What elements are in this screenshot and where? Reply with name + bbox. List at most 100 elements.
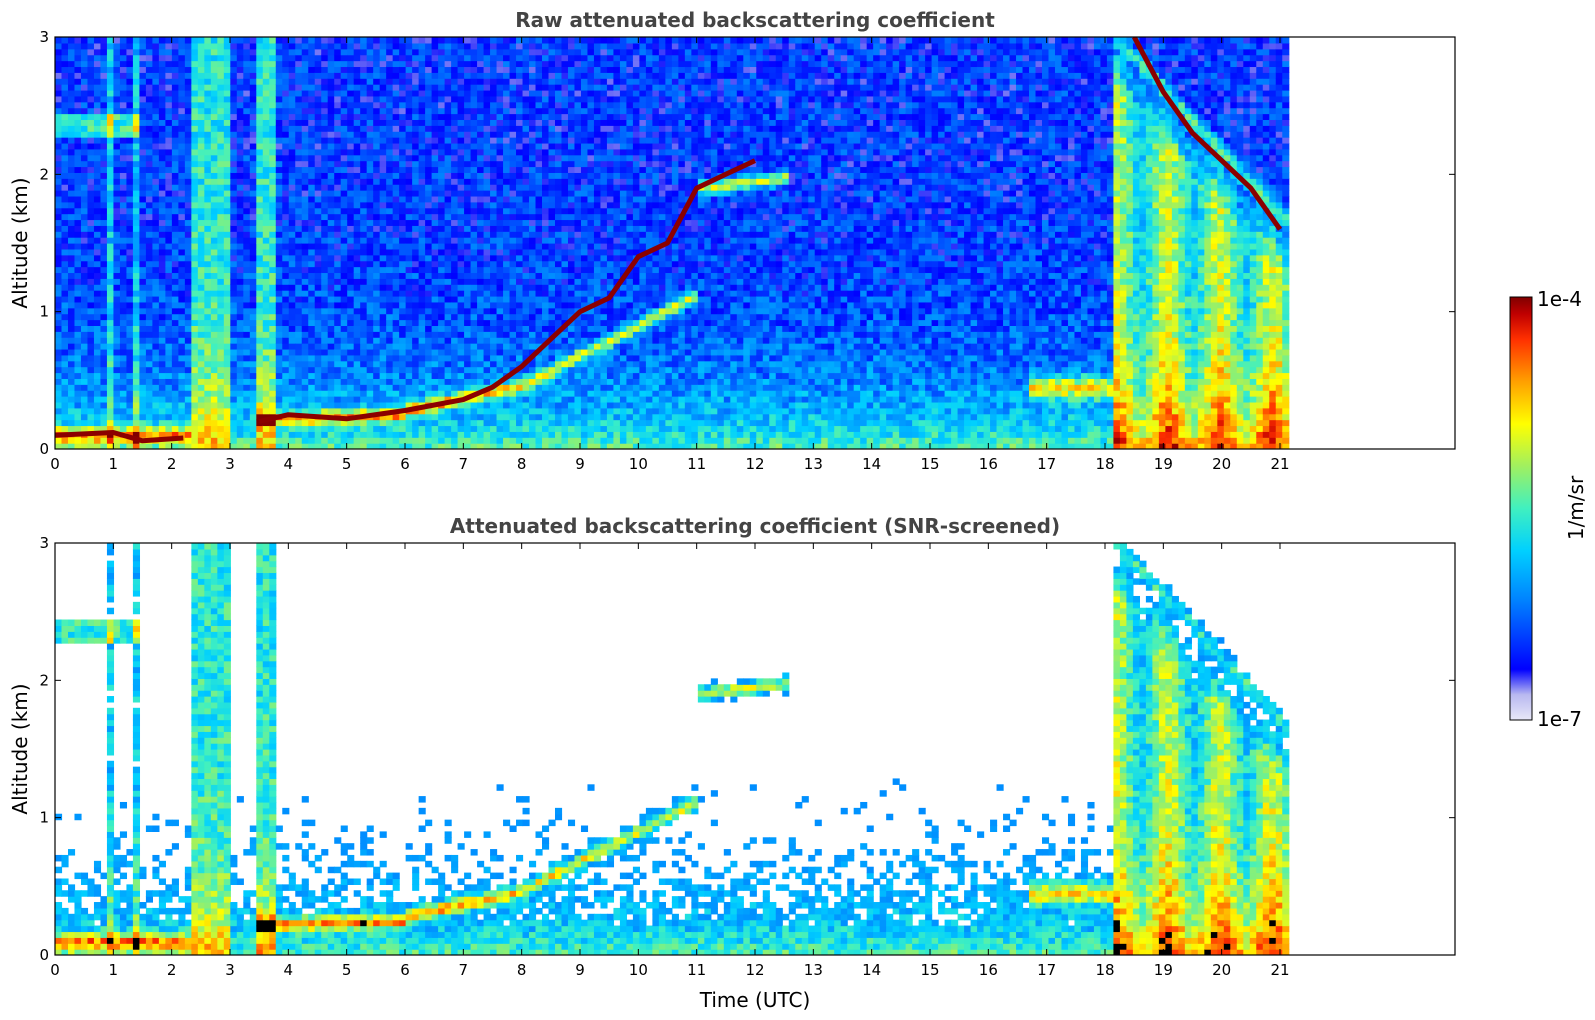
heatmap-cell <box>210 237 218 244</box>
heatmap-cell <box>204 190 212 197</box>
heatmap-cell <box>223 372 231 379</box>
heatmap-cell <box>509 95 517 103</box>
heatmap-cell <box>321 95 329 103</box>
heatmap-cell <box>301 307 309 315</box>
heatmap-cell <box>178 325 186 332</box>
heatmap-cell <box>412 237 420 244</box>
heatmap-cell <box>347 437 355 444</box>
heatmap-cell <box>438 125 446 132</box>
heatmap-cell <box>236 178 244 185</box>
heatmap-cell <box>490 237 498 244</box>
heatmap-cell <box>80 54 89 62</box>
heatmap-cell <box>347 319 355 326</box>
heatmap-cell <box>353 260 361 268</box>
heatmap-cell <box>119 248 128 256</box>
heatmap-cell <box>431 184 439 191</box>
heatmap-cell <box>178 166 186 173</box>
heatmap-cell <box>119 231 128 238</box>
heatmap-cell <box>353 166 361 173</box>
heatmap-cell <box>425 101 433 109</box>
heatmap-cell <box>113 66 121 73</box>
heatmap-cell <box>171 190 179 197</box>
heatmap-cell <box>152 48 160 56</box>
heatmap-cell <box>457 360 465 368</box>
heatmap-cell <box>418 284 426 291</box>
heatmap-cell <box>106 154 115 162</box>
heatmap-cell <box>334 201 342 209</box>
heatmap-cell <box>178 372 186 379</box>
heatmap-cell <box>431 331 439 338</box>
heatmap-cell <box>93 219 102 226</box>
heatmap-cell <box>490 372 498 379</box>
heatmap-cell <box>509 307 517 315</box>
heatmap-cell <box>61 37 69 44</box>
heatmap-cell <box>503 54 511 62</box>
heatmap-cell <box>93 290 102 297</box>
heatmap-cell <box>340 278 348 285</box>
heatmap-cell <box>464 54 472 62</box>
heatmap-cell <box>152 278 160 285</box>
heatmap-cell <box>503 301 511 309</box>
heatmap-cell <box>204 42 212 50</box>
heatmap-cell <box>223 225 231 232</box>
heatmap-cell <box>496 237 504 244</box>
heatmap-cell <box>295 137 303 144</box>
heatmap-cell <box>178 407 186 415</box>
heatmap-cell <box>171 160 179 168</box>
heatmap-cell <box>171 248 179 256</box>
heatmap-cell <box>100 337 108 344</box>
heatmap-cell <box>301 160 309 168</box>
heatmap-cell <box>217 219 225 226</box>
heatmap-cell <box>451 407 459 415</box>
heatmap-cell <box>353 290 361 297</box>
heatmap-cell <box>100 154 108 162</box>
heatmap-cell <box>477 319 485 326</box>
heatmap-cell <box>67 37 76 44</box>
heatmap-cell <box>230 360 238 368</box>
heatmap-cell <box>334 72 342 79</box>
heatmap-cell <box>113 48 121 56</box>
heatmap-cell <box>392 254 400 262</box>
heatmap-cell <box>204 419 212 427</box>
heatmap-cell <box>243 272 251 279</box>
heatmap-cell <box>327 142 335 150</box>
heatmap-cell <box>184 160 192 168</box>
heatmap-cell <box>353 378 361 385</box>
heatmap-cell <box>483 343 491 350</box>
heatmap-cell <box>457 437 465 444</box>
heatmap-cell <box>353 42 361 50</box>
heatmap-cell <box>80 154 89 162</box>
heatmap-cell <box>327 260 335 268</box>
heatmap-cell <box>132 142 141 150</box>
heatmap-cell <box>249 89 257 97</box>
heatmap-cell <box>509 166 517 173</box>
heatmap-cell <box>503 72 511 79</box>
heatmap-cell <box>217 178 225 185</box>
heatmap-cell <box>295 101 303 109</box>
heatmap-cell <box>87 331 95 338</box>
heatmap-cell <box>425 89 433 97</box>
heatmap-cell <box>412 219 420 226</box>
heatmap-cell <box>249 407 257 415</box>
heatmap-cell <box>210 54 218 62</box>
heatmap-cell <box>126 107 134 115</box>
heatmap-cell <box>282 154 290 162</box>
heatmap-cell <box>139 401 147 409</box>
heatmap-cell <box>106 125 115 132</box>
heatmap-cell <box>67 290 76 297</box>
heatmap-cell <box>178 37 186 44</box>
heatmap-cell <box>464 413 472 421</box>
heatmap-cell <box>301 443 309 449</box>
heatmap-cell <box>223 160 231 168</box>
heatmap-cell <box>308 384 316 391</box>
heatmap-cell <box>418 325 426 332</box>
heatmap-cell <box>67 307 76 315</box>
heatmap-cell <box>392 166 400 173</box>
heatmap-cell <box>301 72 309 79</box>
heatmap-cell <box>262 125 270 132</box>
heatmap-cell <box>496 331 504 338</box>
heatmap-cell <box>113 372 121 379</box>
heatmap-cell <box>405 331 413 338</box>
heatmap-cell <box>113 248 121 256</box>
heatmap-cell <box>464 378 472 385</box>
